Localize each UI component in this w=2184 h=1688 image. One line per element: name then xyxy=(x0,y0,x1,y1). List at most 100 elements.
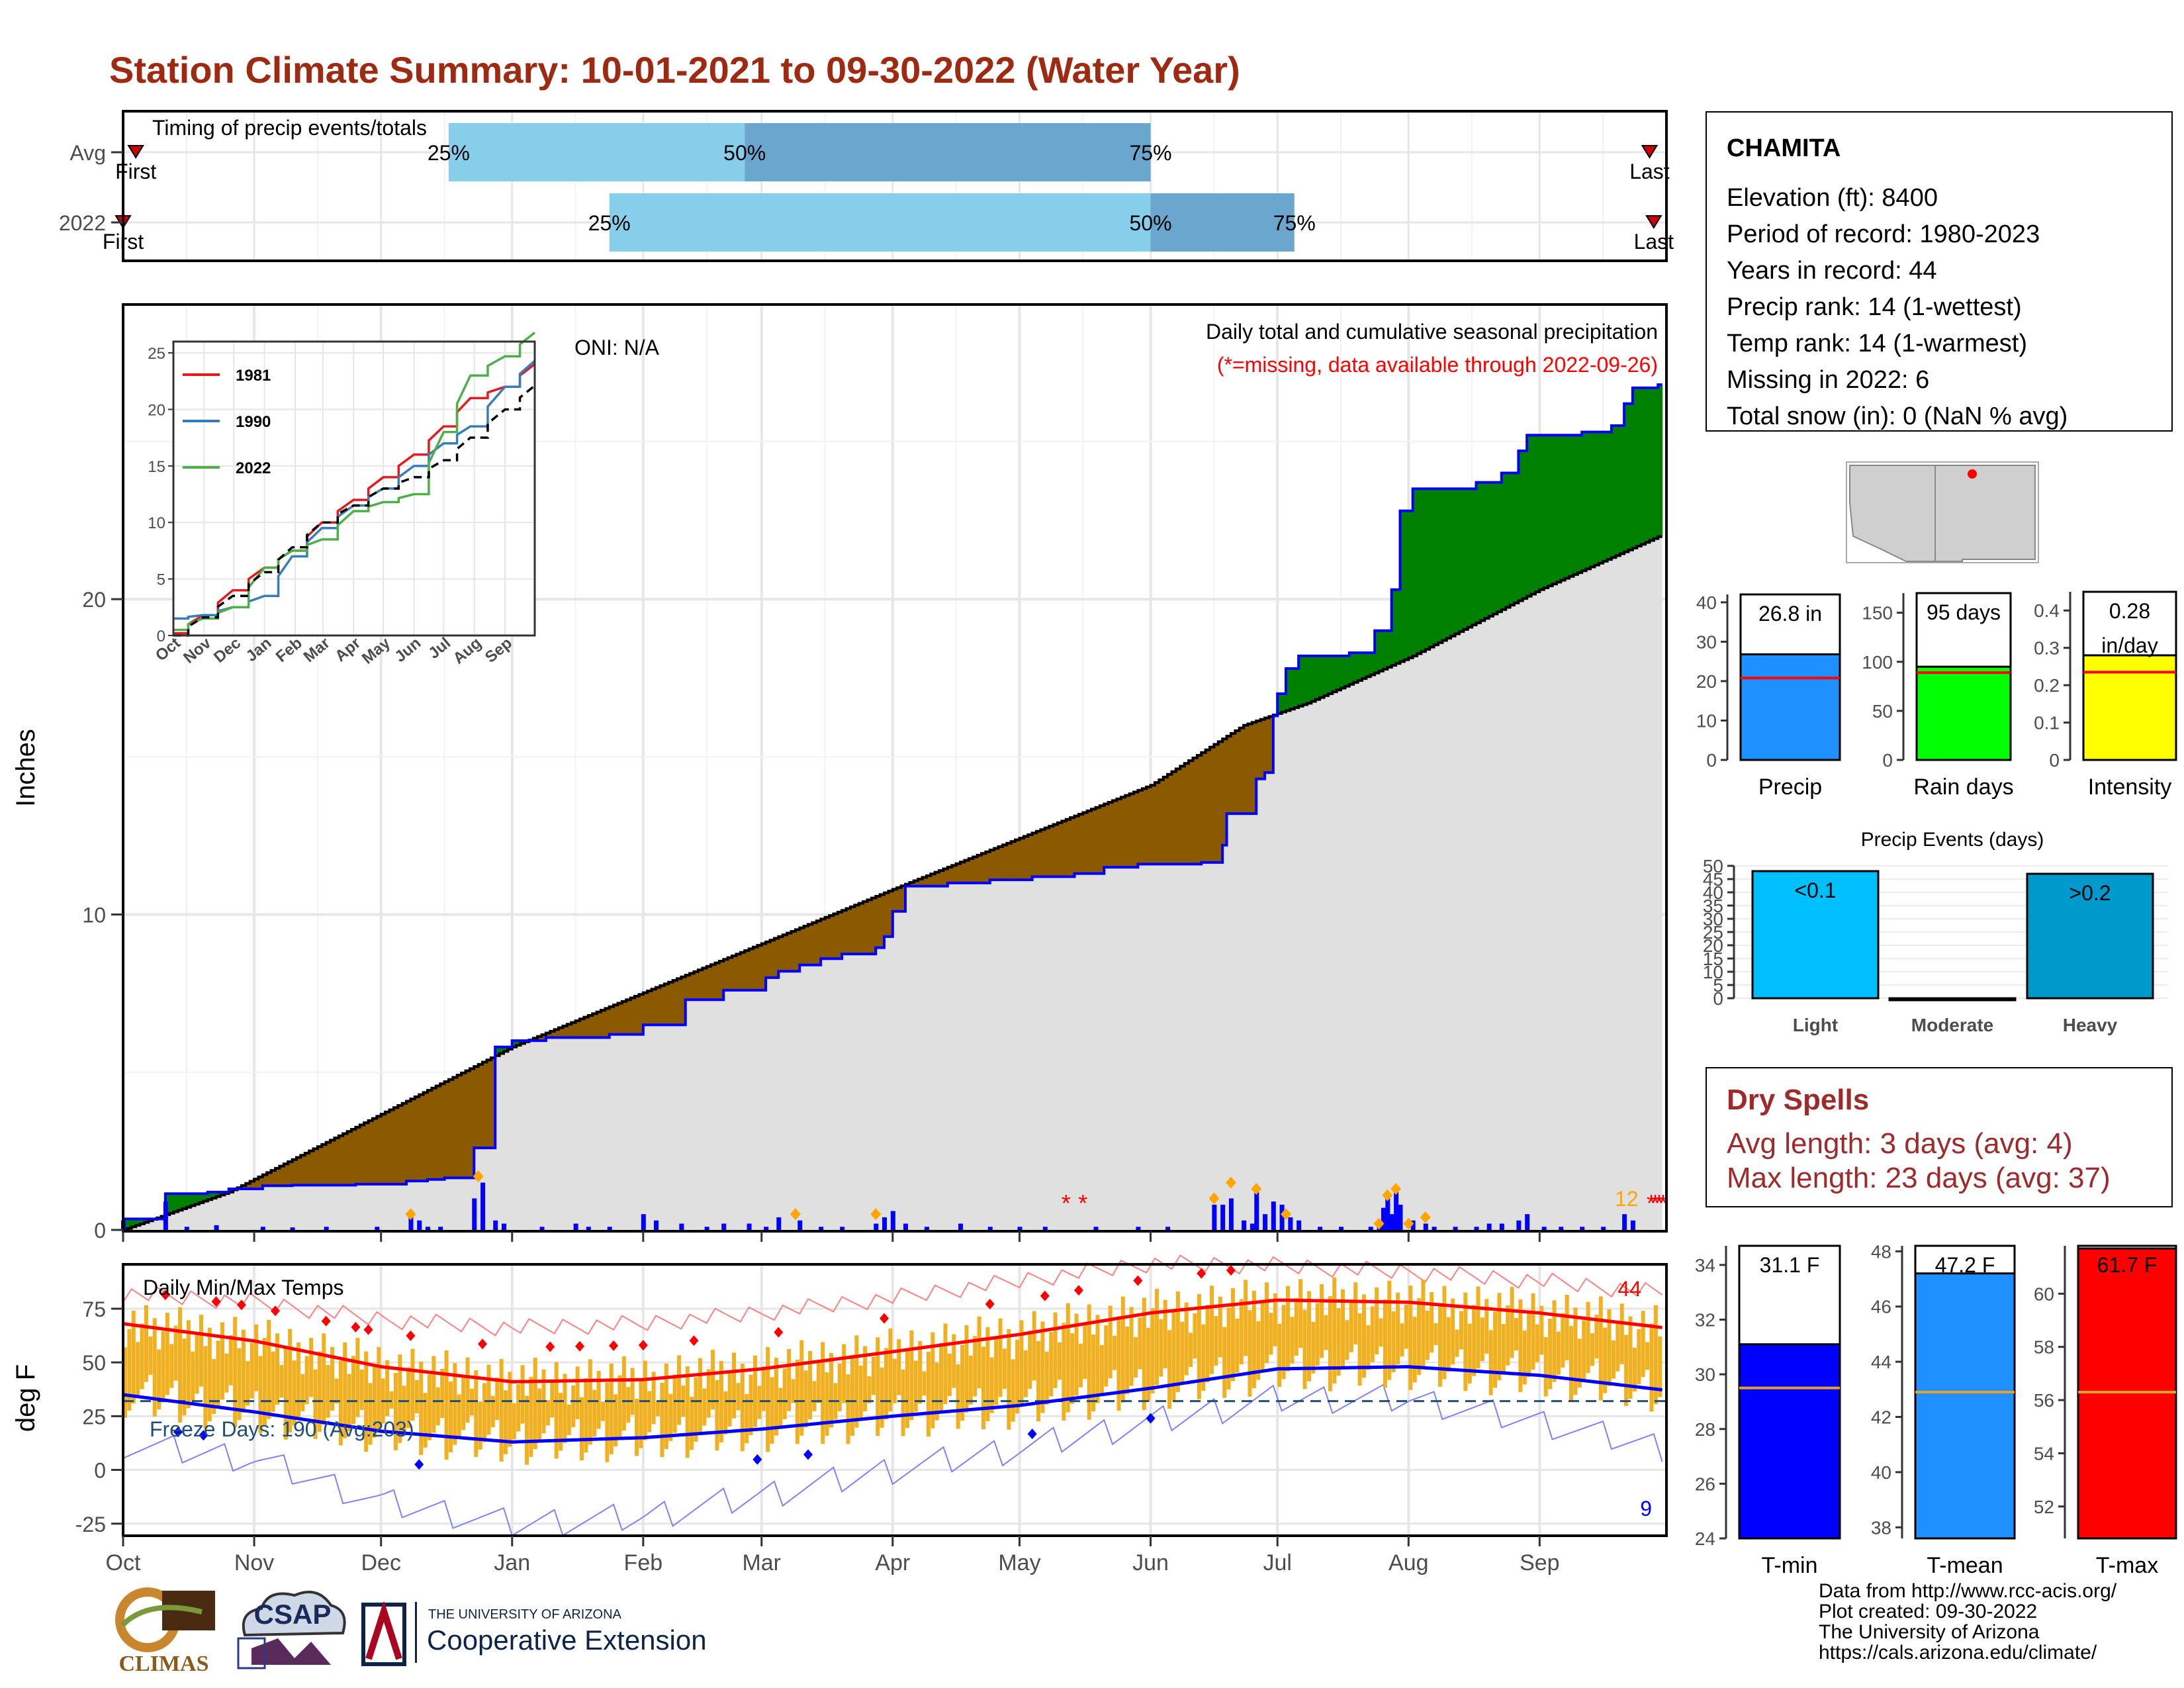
above-average-fill xyxy=(1586,432,1591,569)
daily-temp-range-bar xyxy=(706,1369,711,1418)
daily-temp-range-bar xyxy=(732,1352,737,1419)
daily-temp-range-bar xyxy=(694,1377,698,1442)
daily-precip-bar xyxy=(1271,1201,1276,1230)
daily-temp-range-bar xyxy=(1437,1304,1442,1387)
daily-precip-bar xyxy=(1432,1227,1437,1230)
daily-temp-range-bar xyxy=(444,1350,449,1460)
daily-temp-range-bar xyxy=(1091,1334,1096,1412)
inset-ytick-label: 10 xyxy=(148,514,165,532)
daily-temp-range-bar xyxy=(1332,1277,1337,1383)
daily-temp-range-bar xyxy=(1083,1324,1087,1380)
daily-precip-bar xyxy=(1212,1204,1217,1230)
daily-temp-range-bar xyxy=(909,1330,914,1420)
daily-temp-range-bar xyxy=(757,1385,762,1419)
precip-total-ytick-label: 0 xyxy=(1706,750,1717,771)
above-average-fill xyxy=(173,1194,179,1212)
below-average-fill xyxy=(1269,716,1274,773)
daily-temp-range-bar xyxy=(1256,1321,1261,1380)
daily-temp-range-bar xyxy=(787,1348,792,1411)
rain-days-label: Rain days xyxy=(1913,774,2013,800)
ua-small-text: THE UNIVERSITY OF ARIZONA xyxy=(428,1607,621,1622)
below-average-fill xyxy=(931,874,936,886)
below-average-fill xyxy=(1104,804,1109,868)
below-average-fill xyxy=(1002,845,1007,880)
daily-temp-range-bar xyxy=(943,1323,948,1405)
daily-temp-range-bar xyxy=(989,1357,994,1413)
below-average-fill xyxy=(702,968,707,1000)
below-average-fill xyxy=(258,1176,263,1190)
daily-temp-range-bar xyxy=(465,1357,470,1423)
below-average-fill xyxy=(626,1000,631,1035)
above-average-fill xyxy=(512,1041,517,1047)
above-average-fill xyxy=(186,1194,191,1207)
above-average-fill xyxy=(1653,387,1659,539)
daily-temp-range-bar xyxy=(499,1359,504,1462)
below-average-fill xyxy=(246,1183,251,1190)
below-average-fill xyxy=(453,1077,458,1178)
daily-precip-bar xyxy=(260,1227,265,1230)
first-event-label: First xyxy=(115,160,156,183)
temp-max-ytick-label: 52 xyxy=(2034,1497,2054,1517)
month-label: Feb xyxy=(624,1550,663,1575)
intensity-ytick-label: 0 xyxy=(2049,750,2060,771)
daily-precip-bar xyxy=(573,1223,578,1230)
below-average-fill xyxy=(964,860,970,883)
daily-temp-range-bar xyxy=(609,1363,614,1454)
daily-temp-range-bar xyxy=(1222,1327,1227,1398)
daily-temp-range-bar xyxy=(1302,1309,1307,1389)
above-average-fill xyxy=(1311,655,1316,702)
below-average-fill xyxy=(406,1101,412,1182)
daily-temp-range-bar xyxy=(812,1381,817,1411)
daily-temp-range-bar xyxy=(571,1385,576,1427)
daily-temp-range-bar xyxy=(1488,1330,1493,1395)
below-average-fill xyxy=(283,1164,289,1186)
daily-temp-range-bar xyxy=(1586,1301,1590,1374)
daily-precip-bar xyxy=(679,1223,684,1230)
below-average-fill xyxy=(681,976,686,1025)
daily-temp-range-bar xyxy=(745,1393,749,1444)
daily-temp-range-bar xyxy=(596,1371,601,1429)
daily-temp-range-bar xyxy=(435,1387,440,1426)
daily-temp-range-bar xyxy=(406,1367,411,1429)
daily-temp-range-bar xyxy=(1044,1351,1049,1405)
daily-temp-range-bar xyxy=(1150,1308,1155,1393)
above-average-fill xyxy=(1565,435,1570,579)
daily-temp-range-bar xyxy=(600,1401,605,1421)
above-average-fill xyxy=(1404,510,1409,660)
daily-temp-range-bar xyxy=(1598,1296,1603,1401)
daily-temp-range-bar xyxy=(892,1358,897,1403)
daily-temp-range-bar xyxy=(803,1370,808,1428)
daily-temp-range-bar xyxy=(931,1332,935,1429)
daily-precip-bar xyxy=(1525,1214,1530,1230)
daily-precip-bar xyxy=(1486,1223,1492,1230)
above-average-fill xyxy=(1552,435,1557,585)
daily-temp-range-bar xyxy=(1209,1286,1214,1374)
daily-temp-range-bar xyxy=(398,1354,402,1443)
above-average-fill xyxy=(1480,482,1485,621)
below-average-fill xyxy=(355,1127,361,1184)
daily-precip-bar xyxy=(472,1198,477,1230)
below-average-fill xyxy=(292,1159,297,1186)
timing-row-label: 2022 xyxy=(59,211,106,235)
below-average-fill xyxy=(1116,798,1122,868)
daily-temp-range-bar xyxy=(1539,1305,1544,1355)
daily-temp-range-bar xyxy=(1543,1336,1548,1397)
above-average-fill xyxy=(1379,630,1384,671)
record-precip-marker xyxy=(1225,1176,1236,1189)
above-average-fill xyxy=(1577,435,1582,573)
daily-temp-range-bar xyxy=(283,1346,288,1440)
events-bar-light xyxy=(1751,870,1880,1000)
station-info-line: Missing in 2022: 6 xyxy=(1727,366,1930,394)
daily-precip-bar xyxy=(1250,1223,1255,1230)
daily-temp-range-bar xyxy=(1336,1308,1341,1376)
daily-temp-range-bar xyxy=(1484,1299,1489,1354)
daily-temp-range-bar xyxy=(1476,1286,1480,1369)
above-average-fill xyxy=(1603,432,1608,561)
above-average-fill xyxy=(1510,473,1515,606)
daily-temp-range-bar xyxy=(808,1350,813,1420)
record-precip-marker xyxy=(1420,1211,1431,1223)
daily-temp-range-bar xyxy=(1193,1313,1197,1359)
below-average-fill xyxy=(419,1094,424,1182)
above-average-fill xyxy=(1421,489,1426,652)
daily-temp-range-bar xyxy=(913,1360,918,1412)
